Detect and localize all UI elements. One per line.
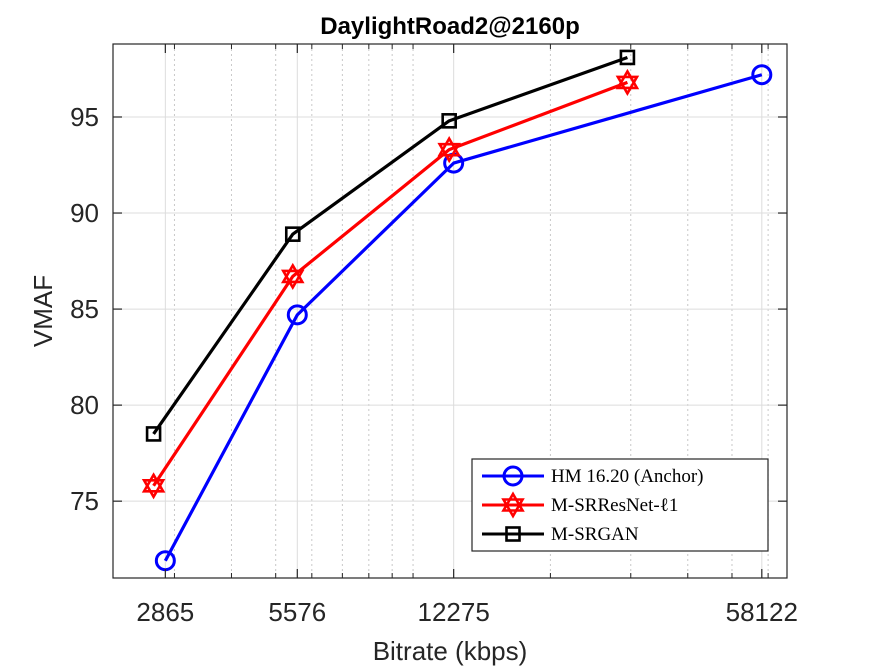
series-layer [141,49,773,572]
y-tick-label: 75 [70,486,99,516]
legend: HM 16.20 (Anchor) M-SRResNet-ℓ1 M-SRGAN [471,458,769,552]
data-point-hexagram [280,269,305,291]
x-tick-label: 5576 [268,597,326,627]
legend-marker-hexagram [501,498,525,519]
data-point-hexagram [141,472,166,493]
data-point-circle [286,304,308,326]
data-point-square [441,113,457,129]
series-line-2 [152,80,628,487]
y-tick-label: 80 [70,390,99,420]
x-tick-label: 2865 [136,597,194,627]
data-point-hexagram [615,68,640,90]
x-axis-label: Bitrate (kbps) [373,636,528,666]
data-point-square [145,426,162,442]
y-tick-label: 85 [70,294,99,324]
legend-entry-label: HM 16.20 (Anchor) [551,466,704,487]
legend-marker-square [505,526,521,542]
series-line-3 [152,55,628,435]
ticks [113,44,787,578]
data-point-hexagram [437,136,461,157]
y-tick-label: 90 [70,198,99,228]
data-point-square [284,226,301,242]
y-axis-label: VMAF [28,275,58,347]
legend-marker-circle [502,465,524,487]
legend-entry-label: M-SRGAN [551,524,639,545]
tick-labels: 2865 5576 12275 58122 75 80 85 90 95 [70,102,798,627]
data-point-hexagram [437,142,461,164]
legend-marker-hexagram [501,491,525,512]
data-point-hexagram [141,478,166,500]
data-point-hexagram [615,75,640,97]
x-tick-label: 12275 [418,597,490,627]
legend-entry-label: M-SRResNet-ℓ1 [551,495,678,516]
chart-title: DaylightRoad2@2160p [320,13,579,40]
data-point-square [619,49,636,66]
data-point-hexagram [280,262,305,284]
x-tick-label: 58122 [726,597,798,627]
series-line-1 [163,73,763,562]
plot-border [112,43,788,579]
y-tick-label: 95 [70,102,99,132]
data-point-circle [751,64,773,86]
